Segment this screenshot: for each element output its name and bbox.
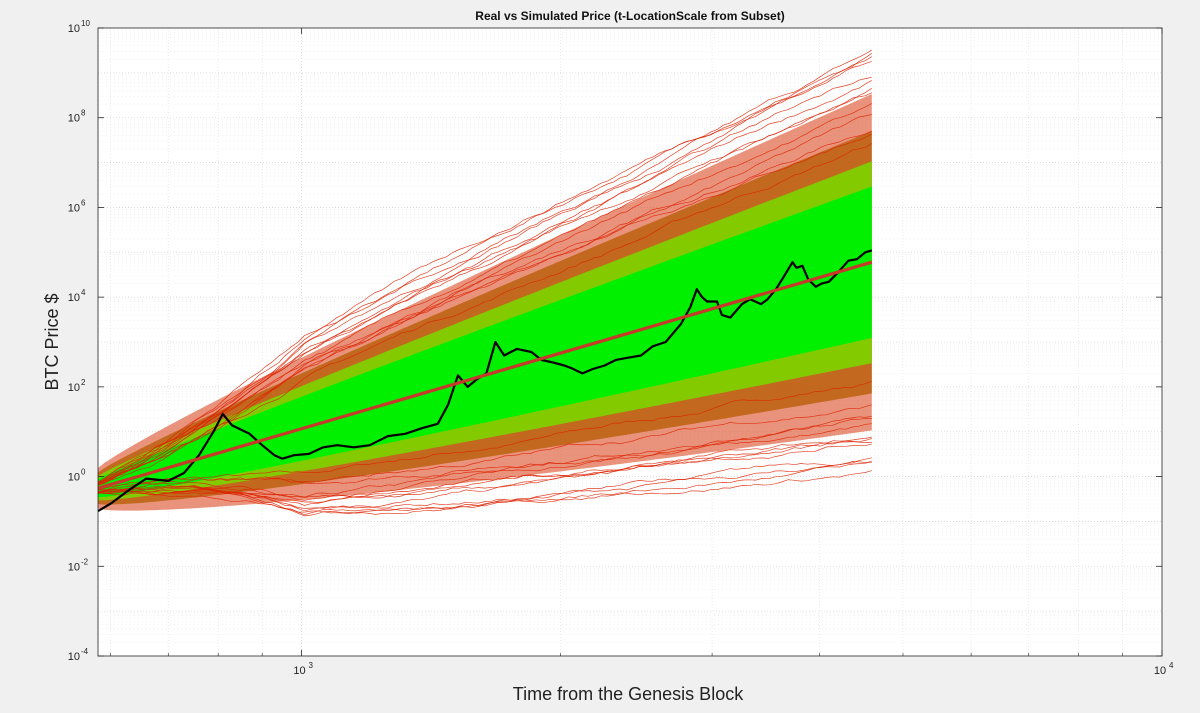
- simulated-path: [98, 56, 872, 483]
- simulation-band: [98, 49, 873, 517]
- simulated-path: [98, 61, 872, 484]
- y-tick-exponent: 4: [81, 288, 86, 297]
- y-tick-exponent: 2: [81, 378, 86, 387]
- simulated-path: [98, 438, 872, 506]
- y-axis-label: BTC Price $: [42, 293, 62, 390]
- plot-frame: [97, 27, 1163, 657]
- simulated-path: [98, 49, 872, 483]
- simulated-path: [98, 76, 872, 486]
- y-tick-label: 10: [68, 651, 80, 663]
- y-tick-exponent: -2: [81, 557, 89, 566]
- y-tick-exponent: 0: [81, 468, 86, 477]
- chart-title: Real vs Simulated Price (t-LocationScale…: [475, 9, 784, 23]
- simulated-path: [98, 415, 872, 491]
- simulated-path: [98, 417, 872, 498]
- x-tick-exponent: 3: [309, 661, 314, 670]
- real-price-line: [98, 249, 873, 513]
- x-tick-label: 10: [293, 665, 305, 677]
- series-lines: [98, 249, 873, 513]
- simulated-path: [98, 88, 872, 485]
- y-tick-exponent: 6: [81, 198, 86, 207]
- simulated-path: [98, 114, 872, 485]
- y-tick-label: 10: [68, 382, 80, 394]
- simulated-path: [98, 103, 872, 484]
- x-tick-exponent: 4: [1169, 661, 1174, 670]
- simulated-path: [98, 404, 872, 493]
- simulated-path: [98, 441, 872, 501]
- median-fit-line: [98, 260, 873, 490]
- simulated-path: [98, 380, 872, 491]
- simulated-path: [98, 52, 873, 483]
- y-tick-label: 10: [68, 472, 80, 484]
- x-axis-label: Time from the Genesis Block: [513, 684, 744, 704]
- y-tick-label: 10: [68, 23, 80, 35]
- simulated-path: [98, 443, 872, 503]
- simulated-path: [98, 423, 872, 498]
- y-tick-label: 10: [68, 561, 80, 573]
- x-tick-label: 10: [1154, 665, 1166, 677]
- y-tick-exponent: -4: [81, 647, 89, 656]
- simulated-path: [98, 92, 872, 484]
- simulated-path: [98, 457, 872, 514]
- y-tick-label: 10: [68, 292, 80, 304]
- simulation-band-core: [98, 186, 872, 498]
- y-tick-exponent: 8: [81, 109, 86, 118]
- y-tick-exponent: 10: [81, 19, 90, 28]
- y-tick-label: 10: [68, 113, 80, 125]
- y-tick-label: 10: [68, 202, 80, 214]
